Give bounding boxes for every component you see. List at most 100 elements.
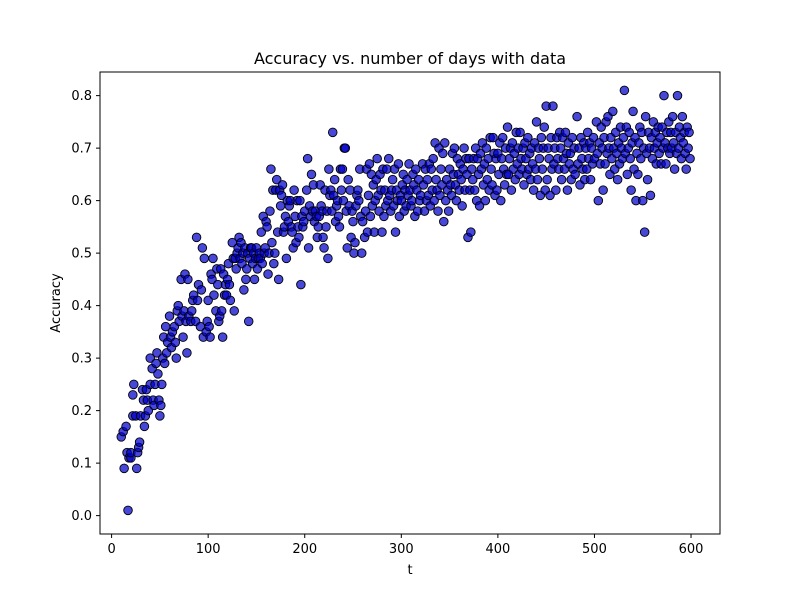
data-point [357,216,368,227]
data-point [340,143,351,153]
data-point [239,285,249,295]
data-point [287,227,297,237]
data-point [277,180,288,190]
data-point [178,332,188,342]
data-point [469,185,480,195]
data-point [628,106,638,117]
data-point [209,290,219,300]
data-point [336,185,347,195]
data-point [626,185,636,195]
data-point [301,185,312,195]
data-point [639,227,650,237]
data-point [204,321,214,332]
data-point [267,237,277,248]
data-point [295,195,305,206]
data-point [276,190,287,201]
data-point [205,332,215,342]
data-point [159,358,170,369]
data-point [197,243,208,253]
data-point [342,243,352,253]
data-point [207,274,217,285]
data-point [372,153,382,164]
data-point [302,153,313,164]
data-point [474,201,485,211]
data-point [224,279,235,290]
x-tick-label: 100 [196,542,221,557]
data-point [269,258,279,269]
y-ticks: 0.0 0.1 0.2 0.3 0.4 0.5 0.6 0.7 0.8 [71,89,100,524]
data-point [139,421,150,432]
data-point [299,216,309,227]
data-point [661,159,671,169]
data-point [642,174,653,185]
data-point [363,190,374,201]
data-point [377,227,387,237]
data-point [555,143,566,153]
data-point [585,174,596,185]
data-point [451,195,462,206]
data-point [155,411,165,421]
data-point [192,295,203,306]
data-point [440,195,451,206]
data-point [243,316,254,327]
data-point [393,159,404,169]
data-point [343,174,353,185]
data-point [539,122,549,132]
data-point [266,164,276,174]
data-point [582,127,593,138]
data-point [618,132,629,143]
data-point [536,132,547,143]
y-tick-label: 0.0 [71,509,92,524]
data-point [551,185,561,195]
data-point [242,264,252,274]
data-point [440,138,450,148]
data-point [506,185,517,195]
data-point [123,505,133,516]
data-point [507,138,518,148]
data-point [581,164,592,174]
y-tick-label: 0.1 [71,457,92,472]
data-point [429,195,439,206]
data-point [183,274,193,285]
data-point [241,274,251,285]
data-point [659,90,669,101]
data-point [257,258,267,269]
data-point [612,174,623,185]
y-tick-label: 0.5 [71,247,92,262]
data-point [229,306,239,316]
data-point [273,274,284,285]
data-point [532,174,543,185]
data-point [321,222,331,232]
data-point [600,159,610,169]
data-point [411,164,421,174]
data-point [433,206,443,216]
data-point [379,211,389,222]
chart-title: Accuracy vs. number of days with data [254,49,566,68]
data-point [354,195,364,206]
data-point [199,253,210,264]
data-point [640,111,651,122]
y-tick-label: 0.8 [71,89,92,104]
data-point [319,243,329,253]
data-point [467,164,477,174]
data-point [468,174,478,185]
x-tick-label: 300 [389,542,414,557]
data-point [439,216,449,227]
data-point [365,211,376,222]
data-point [457,201,467,211]
data-point [636,153,646,164]
data-point [289,185,299,195]
data-point [216,306,227,316]
data-point [486,164,496,174]
data-point [667,111,678,122]
data-point [531,117,542,127]
data-point [265,206,275,216]
data-point [496,195,506,206]
data-point [256,227,267,237]
data-point [534,153,545,164]
data-point [625,153,635,164]
data-point [677,111,688,122]
data-point [390,227,401,237]
y-tick-label: 0.2 [71,404,92,419]
data-point [459,143,469,153]
